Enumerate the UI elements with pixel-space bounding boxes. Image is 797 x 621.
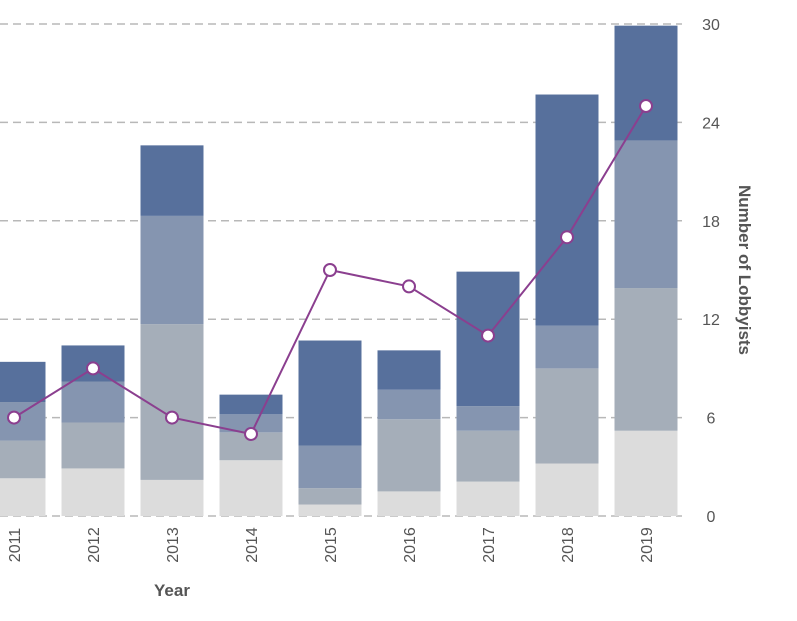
bar-segment-segment-2 [456,430,520,482]
bar-segment-segment-3 [140,215,204,325]
line-point [7,410,21,425]
x-tick-label: 2014 [244,527,261,563]
bar-segment-segment-2 [140,324,204,480]
x-tick-label: 2017 [481,527,498,563]
line-point [165,410,179,425]
bar-segment-segment-1 [298,504,362,516]
y-tick-label: 18 [702,214,720,231]
bar-segment-segment-1 [219,460,283,516]
y-tick-label: 12 [702,312,720,329]
x-tick-label: 2016 [402,527,419,563]
bar-segment-segment-3 [61,381,125,423]
line-point [323,263,337,277]
bar-segment-segment-4 [140,145,204,216]
y-tick-label: 24 [702,115,720,132]
bar-segment-segment-2 [298,488,362,505]
bar-segment-segment-2 [535,368,599,464]
bar-segment-segment-1 [61,468,125,516]
y-axis-label: Number of Lobbyists [735,185,754,355]
line-point [402,279,416,294]
line-point [481,328,495,343]
bar-segment-segment-3 [535,325,599,369]
bar-segment-segment-1 [614,430,678,516]
bar-segment-segment-3 [456,406,520,431]
bar-segment-segment-3 [377,389,441,420]
y-tick-label: 0 [707,509,716,526]
bar-segment-segment-1 [456,481,520,516]
line-point [560,230,574,245]
bar-segment-segment-4 [377,350,441,390]
x-tick-label: 2013 [165,527,182,563]
bar-segment-segment-2 [377,419,441,492]
bar-segment-segment-4 [614,25,678,141]
line-point [86,361,100,376]
bar-segment-segment-3 [614,140,678,289]
bar-segment-segment-2 [0,440,46,479]
bar-segment-segment-3 [0,402,46,441]
x-axis-label: Year [154,581,190,600]
bar-segment-segment-3 [298,445,362,489]
line-point [244,427,258,441]
bar-segment-segment-1 [535,463,599,516]
bar-segment-segment-4 [219,394,283,415]
x-tick-label: 2012 [86,527,103,563]
bar-segment-segment-2 [61,422,125,469]
bar-segment-segment-1 [0,478,46,516]
x-tick-label: 2015 [323,527,340,563]
line-point [639,99,653,113]
y-tick-label: 30 [702,17,720,34]
bar-segment-segment-3 [219,414,283,433]
x-tick-label: 2011 [7,528,24,563]
y-tick-label: 6 [707,411,716,428]
bar-segment-segment-1 [377,491,441,516]
x-tick-label: 2019 [639,527,656,563]
x-tick-label: 2018 [560,527,577,563]
bar-segment-segment-2 [614,288,678,431]
bar-segment-segment-1 [140,479,204,516]
bar-segment-segment-4 [298,340,362,446]
bar-segment-segment-4 [535,94,599,326]
bar-segment-segment-4 [0,361,46,403]
